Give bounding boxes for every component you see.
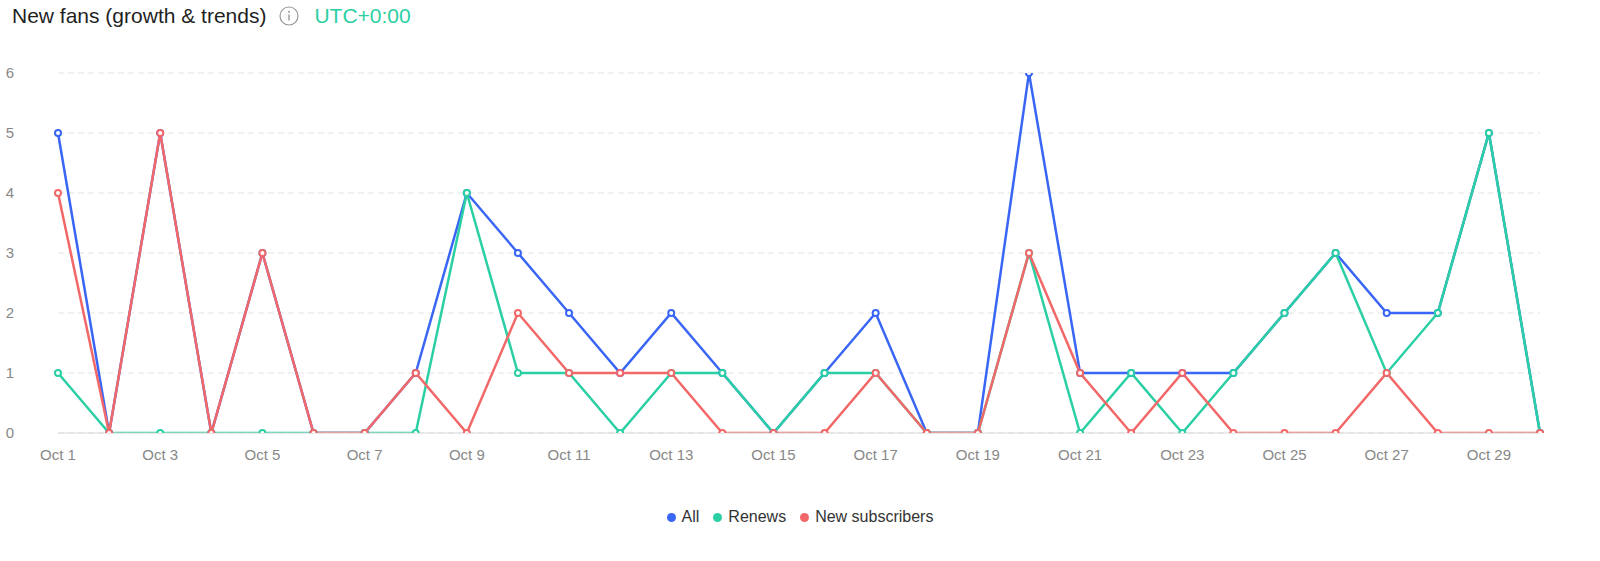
svg-text:Oct 21: Oct 21 bbox=[1058, 446, 1102, 463]
svg-text:2: 2 bbox=[6, 304, 14, 321]
svg-text:Oct 25: Oct 25 bbox=[1262, 446, 1306, 463]
svg-text:1: 1 bbox=[6, 364, 14, 381]
html-text:New fans (growth & trends): New fans (growth & trends) bbox=[12, 4, 267, 27]
svg-text:Oct 13: Oct 13 bbox=[649, 446, 693, 463]
svg-text:3: 3 bbox=[6, 244, 14, 261]
svg-text:Oct 5: Oct 5 bbox=[244, 446, 280, 463]
html-text:All: All bbox=[681, 508, 700, 525]
svg-text:Oct 7: Oct 7 bbox=[347, 446, 383, 463]
svg-text:Oct 29: Oct 29 bbox=[1467, 446, 1511, 463]
svg-text:Oct 23: Oct 23 bbox=[1160, 446, 1204, 463]
svg-text:0: 0 bbox=[6, 424, 14, 441]
html-text:UTC+0:00: UTC+0:00 bbox=[314, 4, 411, 27]
html-text:Renews: Renews bbox=[728, 508, 787, 525]
svg-text:Oct 9: Oct 9 bbox=[449, 446, 485, 463]
svg-text:Oct 27: Oct 27 bbox=[1365, 446, 1409, 463]
svg-text:Oct 15: Oct 15 bbox=[751, 446, 795, 463]
svg-text:Oct 19: Oct 19 bbox=[956, 446, 1000, 463]
svg-text:4: 4 bbox=[6, 184, 14, 201]
svg-text:Oct 1: Oct 1 bbox=[40, 446, 76, 463]
svg-text:6: 6 bbox=[6, 64, 14, 81]
svg-text:5: 5 bbox=[6, 124, 14, 141]
svg-text:Oct 11: Oct 11 bbox=[547, 446, 590, 463]
svg-text:Oct 3: Oct 3 bbox=[142, 446, 178, 463]
svg-text:Oct 17: Oct 17 bbox=[854, 446, 898, 463]
html-text:New subscribers: New subscribers bbox=[815, 508, 934, 525]
